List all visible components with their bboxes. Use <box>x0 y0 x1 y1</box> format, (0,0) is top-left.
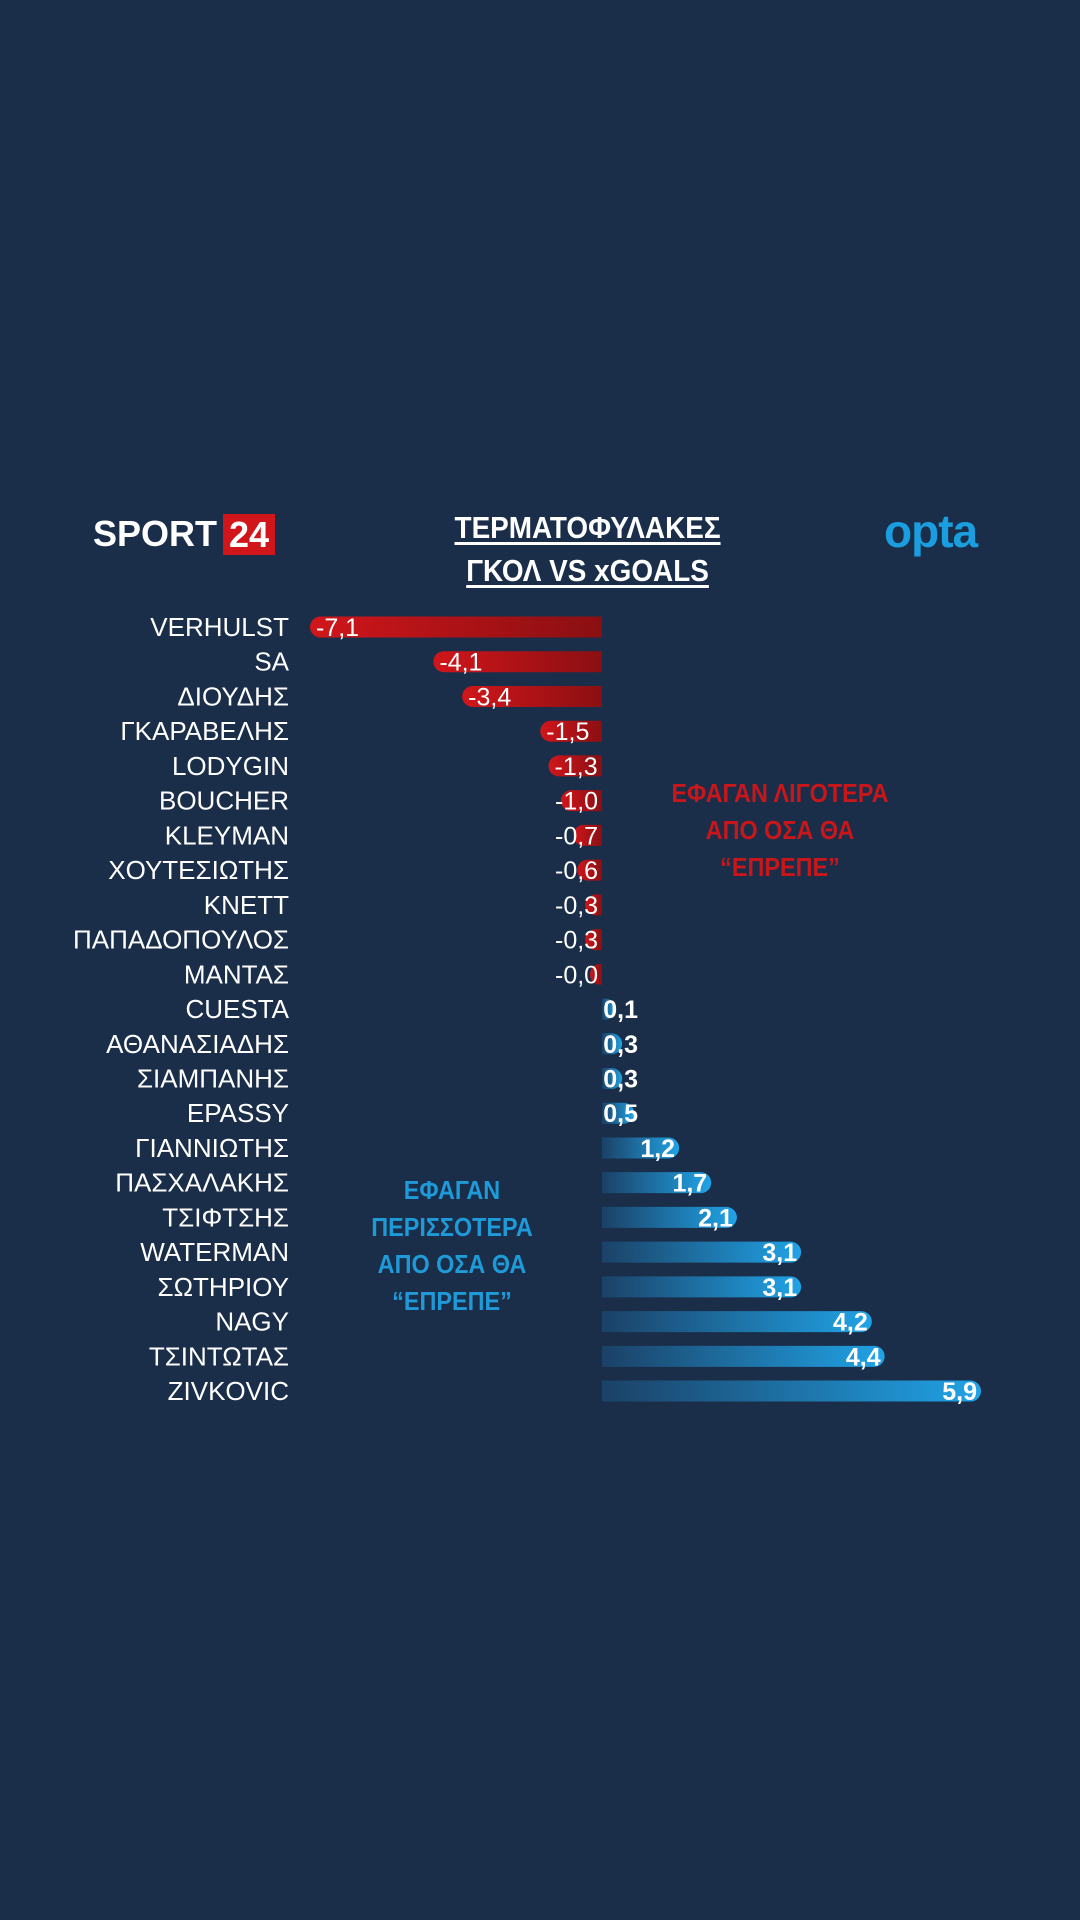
player-label-15: ΓΙΑΝΝΙΩΤΗΣ <box>135 1133 289 1163</box>
player-label-16: ΠΑΣΧΑΛΑΚΗΣ <box>115 1168 289 1198</box>
sport24-logo-text: SPORT <box>93 513 218 554</box>
player-label-6: KLEYMAN <box>165 820 289 850</box>
bar-1 <box>433 651 602 673</box>
bar-9 <box>585 929 602 951</box>
value-label-0: -7,1 <box>316 614 359 642</box>
value-label-8: -0,3 <box>555 892 598 920</box>
player-label-9: ΠΑΠΑΔΟΠΟΥΛΟΣ <box>73 925 289 955</box>
note-conceded-less-line1: ΕΦΑΓΑΝ ΛΙΓΟΤΕΡΑ <box>671 778 889 808</box>
value-label-19: 3,1 <box>762 1274 797 1302</box>
player-label-17: ΤΣΙΦΤΣΗΣ <box>162 1202 289 1232</box>
opta-logo: opta <box>884 505 978 557</box>
player-label-1: SA <box>254 647 289 677</box>
chart-title-line1: ΤΕΡΜΑΤΟΦΥΛΑΚΕΣ <box>454 510 721 545</box>
bar-11 <box>602 998 616 1020</box>
value-label-3: -1,5 <box>546 718 589 746</box>
bar-0 <box>310 616 602 638</box>
value-label-21: 4,4 <box>846 1343 881 1371</box>
note-conceded-more-line1: ΕΦΑΓΑΝ ΠΕΡΙΣΣΟΤΕΡΑ <box>371 1175 533 1242</box>
bar-4 <box>548 755 602 777</box>
value-label-6: -0,7 <box>555 822 598 850</box>
bar-19 <box>602 1276 802 1298</box>
bar-17 <box>602 1206 737 1228</box>
value-label-22: 5,9 <box>942 1378 977 1406</box>
value-label-17: 2,1 <box>698 1204 733 1232</box>
bar-20 <box>602 1311 872 1333</box>
player-label-4: LODYGIN <box>172 751 289 781</box>
player-label-2: ΔΙΟΥΔΗΣ <box>177 681 289 711</box>
player-label-7: ΧΟΥΤΕΣΙΩΤΗΣ <box>108 855 289 885</box>
value-label-16: 1,7 <box>672 1170 707 1198</box>
player-label-19: ΣΩΤΗΡΙΟΥ <box>158 1272 289 1302</box>
note-conceded-less: ΕΦΑΓΑΝ ΛΙΓΟΤΕΡΑ ΑΠΟ ΟΣΑ ΘΑ “ΕΠΡΕΠΕ” <box>654 775 906 886</box>
value-label-5: -1,0 <box>555 788 598 816</box>
value-label-20: 4,2 <box>833 1309 868 1337</box>
bar-12 <box>602 1033 623 1055</box>
bar-21 <box>602 1345 885 1367</box>
value-label-12: 0,3 <box>603 1031 638 1059</box>
value-label-1: -4,1 <box>439 649 482 677</box>
player-label-11: CUESTA <box>185 994 289 1024</box>
player-label-8: KNETT <box>204 890 289 920</box>
value-label-4: -1,3 <box>555 753 598 781</box>
bar-5 <box>560 790 602 812</box>
bar-15 <box>602 1137 680 1159</box>
value-label-10: -0,0 <box>555 961 598 989</box>
player-label-13: ΣΙΑΜΠΑΝΗΣ <box>137 1063 289 1093</box>
value-label-9: -0,3 <box>555 927 598 955</box>
value-label-18: 3,1 <box>762 1239 797 1267</box>
player-label-3: ΓΚΑΡΑΒΕΛΗΣ <box>120 716 289 746</box>
bar-13 <box>602 1067 623 1089</box>
value-label-11: 0,1 <box>603 996 638 1024</box>
bar-8 <box>585 894 602 916</box>
player-label-22: ZIVKOVIC <box>168 1376 289 1406</box>
player-label-18: WATERMAN <box>140 1237 289 1267</box>
player-label-21: ΤΣΙΝΤΩΤΑΣ <box>149 1341 289 1371</box>
note-conceded-more-line2: ΑΠΟ ΟΣΑ ΘΑ “ΕΠΡΕΠΕ” <box>377 1249 527 1316</box>
sport24-logo-number: 24 <box>223 513 276 555</box>
value-label-2: -3,4 <box>468 683 511 711</box>
value-label-7: -0,6 <box>555 857 598 885</box>
player-label-10: ΜΑΝΤΑΣ <box>184 959 289 989</box>
bar-18 <box>602 1241 802 1263</box>
bar-10 <box>590 963 602 985</box>
player-label-0: VERHULST <box>150 612 289 642</box>
player-label-14: EPASSY <box>187 1098 289 1128</box>
bar-22 <box>602 1380 981 1402</box>
chart-title-line2: ΓΚΟΛ VS xGOALS <box>466 553 709 588</box>
bar-7 <box>577 859 602 881</box>
bar-16 <box>602 1172 712 1194</box>
bar-6 <box>573 824 602 846</box>
player-label-5: BOUCHER <box>159 786 289 816</box>
sport24-logo: SPORT 24 <box>93 513 276 555</box>
bar-2 <box>462 685 602 707</box>
note-conceded-more: ΕΦΑΓΑΝ ΠΕΡΙΣΣΟΤΕΡΑ ΑΠΟ ΟΣΑ ΘΑ “ΕΠΡΕΠΕ” <box>326 1172 578 1320</box>
value-label-14: 0,5 <box>603 1100 638 1128</box>
value-label-13: 0,3 <box>603 1065 638 1093</box>
player-label-12: ΑΘΑΝΑΣΙΑΔΗΣ <box>106 1029 289 1059</box>
bar-3 <box>540 720 602 742</box>
player-label-20: NAGY <box>215 1307 289 1337</box>
value-label-15: 1,2 <box>640 1135 675 1163</box>
note-conceded-less-line2: ΑΠΟ ΟΣΑ ΘΑ “ΕΠΡΕΠΕ” <box>705 815 855 882</box>
bar-14 <box>602 1102 635 1124</box>
